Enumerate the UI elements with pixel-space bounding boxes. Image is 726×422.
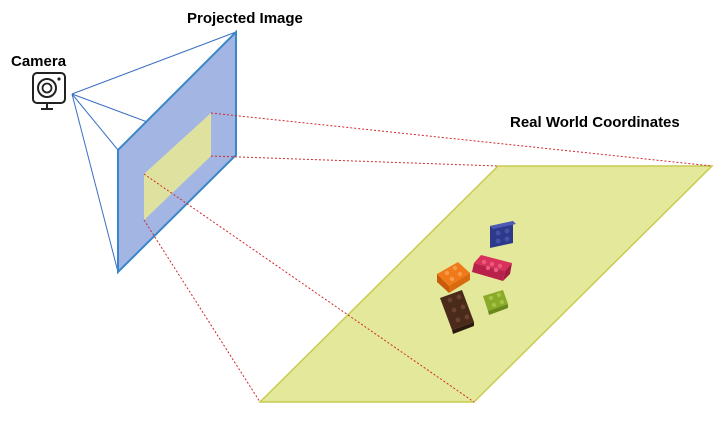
projection-rays [143,112,713,403]
camera-icon [32,72,66,110]
projected-image-label: Projected Image [187,10,303,27]
projection-ray-right [210,155,499,167]
projection-ray-bottom [143,219,261,403]
orange-brick [437,262,470,293]
frustum-line-bottom [71,93,119,273]
camera-label: Camera [11,53,67,70]
frustum-line-left [71,93,119,151]
real-world-coordinates-label: Real World Coordinates [510,114,680,131]
brown-brick [440,290,474,334]
green-brick [483,290,508,315]
frustum-line-top [71,31,237,95]
blue-brick [490,221,516,248]
projection-ray-left [143,173,475,403]
projected-region [144,113,211,220]
ground-plane [258,165,714,403]
red-brick [472,255,512,281]
